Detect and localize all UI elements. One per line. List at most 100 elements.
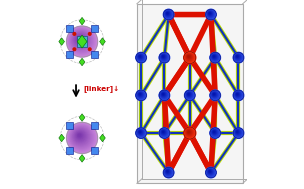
Circle shape	[136, 53, 146, 63]
Circle shape	[69, 125, 94, 149]
Circle shape	[74, 33, 88, 47]
Circle shape	[188, 93, 190, 95]
Circle shape	[164, 168, 173, 177]
Circle shape	[210, 128, 220, 138]
Circle shape	[166, 170, 169, 173]
Circle shape	[77, 133, 82, 138]
Circle shape	[210, 53, 219, 62]
Circle shape	[70, 30, 92, 52]
FancyBboxPatch shape	[77, 36, 88, 47]
Circle shape	[160, 128, 169, 137]
Circle shape	[207, 168, 214, 176]
Circle shape	[164, 168, 174, 177]
Circle shape	[237, 131, 238, 133]
Circle shape	[188, 94, 189, 95]
Polygon shape	[59, 38, 64, 45]
Polygon shape	[92, 51, 98, 58]
Circle shape	[136, 90, 146, 100]
Circle shape	[185, 53, 193, 61]
Circle shape	[186, 92, 192, 97]
Circle shape	[167, 170, 169, 173]
Circle shape	[73, 33, 76, 35]
Circle shape	[212, 129, 218, 136]
Circle shape	[210, 128, 219, 137]
Circle shape	[71, 31, 91, 50]
Circle shape	[187, 130, 191, 134]
Circle shape	[211, 53, 219, 61]
Circle shape	[188, 131, 190, 133]
Polygon shape	[92, 147, 98, 154]
Circle shape	[160, 53, 168, 62]
Circle shape	[186, 129, 193, 136]
Circle shape	[236, 56, 239, 58]
Circle shape	[70, 126, 92, 148]
Circle shape	[235, 92, 240, 97]
Circle shape	[212, 55, 216, 59]
Circle shape	[73, 129, 88, 144]
Circle shape	[235, 54, 241, 60]
Circle shape	[211, 91, 219, 99]
Circle shape	[213, 131, 215, 133]
Circle shape	[160, 91, 169, 100]
Circle shape	[163, 56, 164, 57]
Circle shape	[137, 53, 144, 61]
Circle shape	[187, 54, 192, 60]
Circle shape	[161, 130, 166, 135]
Circle shape	[208, 12, 212, 16]
Circle shape	[236, 55, 239, 58]
Circle shape	[78, 135, 80, 136]
Circle shape	[237, 56, 238, 57]
Circle shape	[136, 53, 145, 62]
Circle shape	[233, 52, 244, 63]
Circle shape	[159, 128, 169, 138]
Circle shape	[160, 53, 169, 62]
Circle shape	[160, 129, 168, 136]
Circle shape	[209, 12, 211, 15]
Circle shape	[213, 55, 216, 58]
Circle shape	[212, 92, 217, 97]
Circle shape	[236, 131, 239, 133]
Circle shape	[137, 91, 144, 98]
Circle shape	[184, 52, 196, 64]
Circle shape	[209, 170, 211, 173]
Circle shape	[210, 128, 220, 138]
Circle shape	[74, 130, 86, 142]
Circle shape	[206, 168, 216, 177]
Circle shape	[213, 93, 216, 96]
Circle shape	[161, 54, 167, 60]
Circle shape	[209, 12, 212, 15]
Polygon shape	[79, 17, 85, 25]
Circle shape	[209, 13, 210, 14]
Circle shape	[159, 128, 170, 138]
Circle shape	[136, 128, 146, 138]
Circle shape	[206, 10, 215, 19]
Circle shape	[139, 93, 141, 95]
Circle shape	[212, 54, 218, 60]
Circle shape	[236, 92, 240, 97]
Circle shape	[165, 169, 171, 175]
Circle shape	[137, 91, 145, 99]
Circle shape	[163, 131, 164, 133]
Circle shape	[235, 54, 241, 60]
Circle shape	[162, 93, 165, 96]
Circle shape	[161, 54, 167, 60]
Circle shape	[236, 55, 240, 59]
Circle shape	[234, 91, 242, 99]
Polygon shape	[92, 26, 98, 32]
Circle shape	[138, 130, 142, 134]
Circle shape	[213, 131, 215, 133]
Circle shape	[72, 32, 89, 49]
Circle shape	[213, 93, 215, 95]
Circle shape	[209, 170, 212, 173]
Circle shape	[138, 92, 143, 97]
Circle shape	[208, 11, 213, 17]
Circle shape	[166, 12, 170, 16]
Circle shape	[209, 171, 211, 172]
Circle shape	[136, 128, 145, 137]
Circle shape	[234, 129, 242, 136]
Circle shape	[185, 53, 194, 62]
Circle shape	[187, 92, 191, 97]
Circle shape	[67, 122, 98, 153]
Circle shape	[211, 129, 219, 137]
Circle shape	[165, 11, 171, 17]
